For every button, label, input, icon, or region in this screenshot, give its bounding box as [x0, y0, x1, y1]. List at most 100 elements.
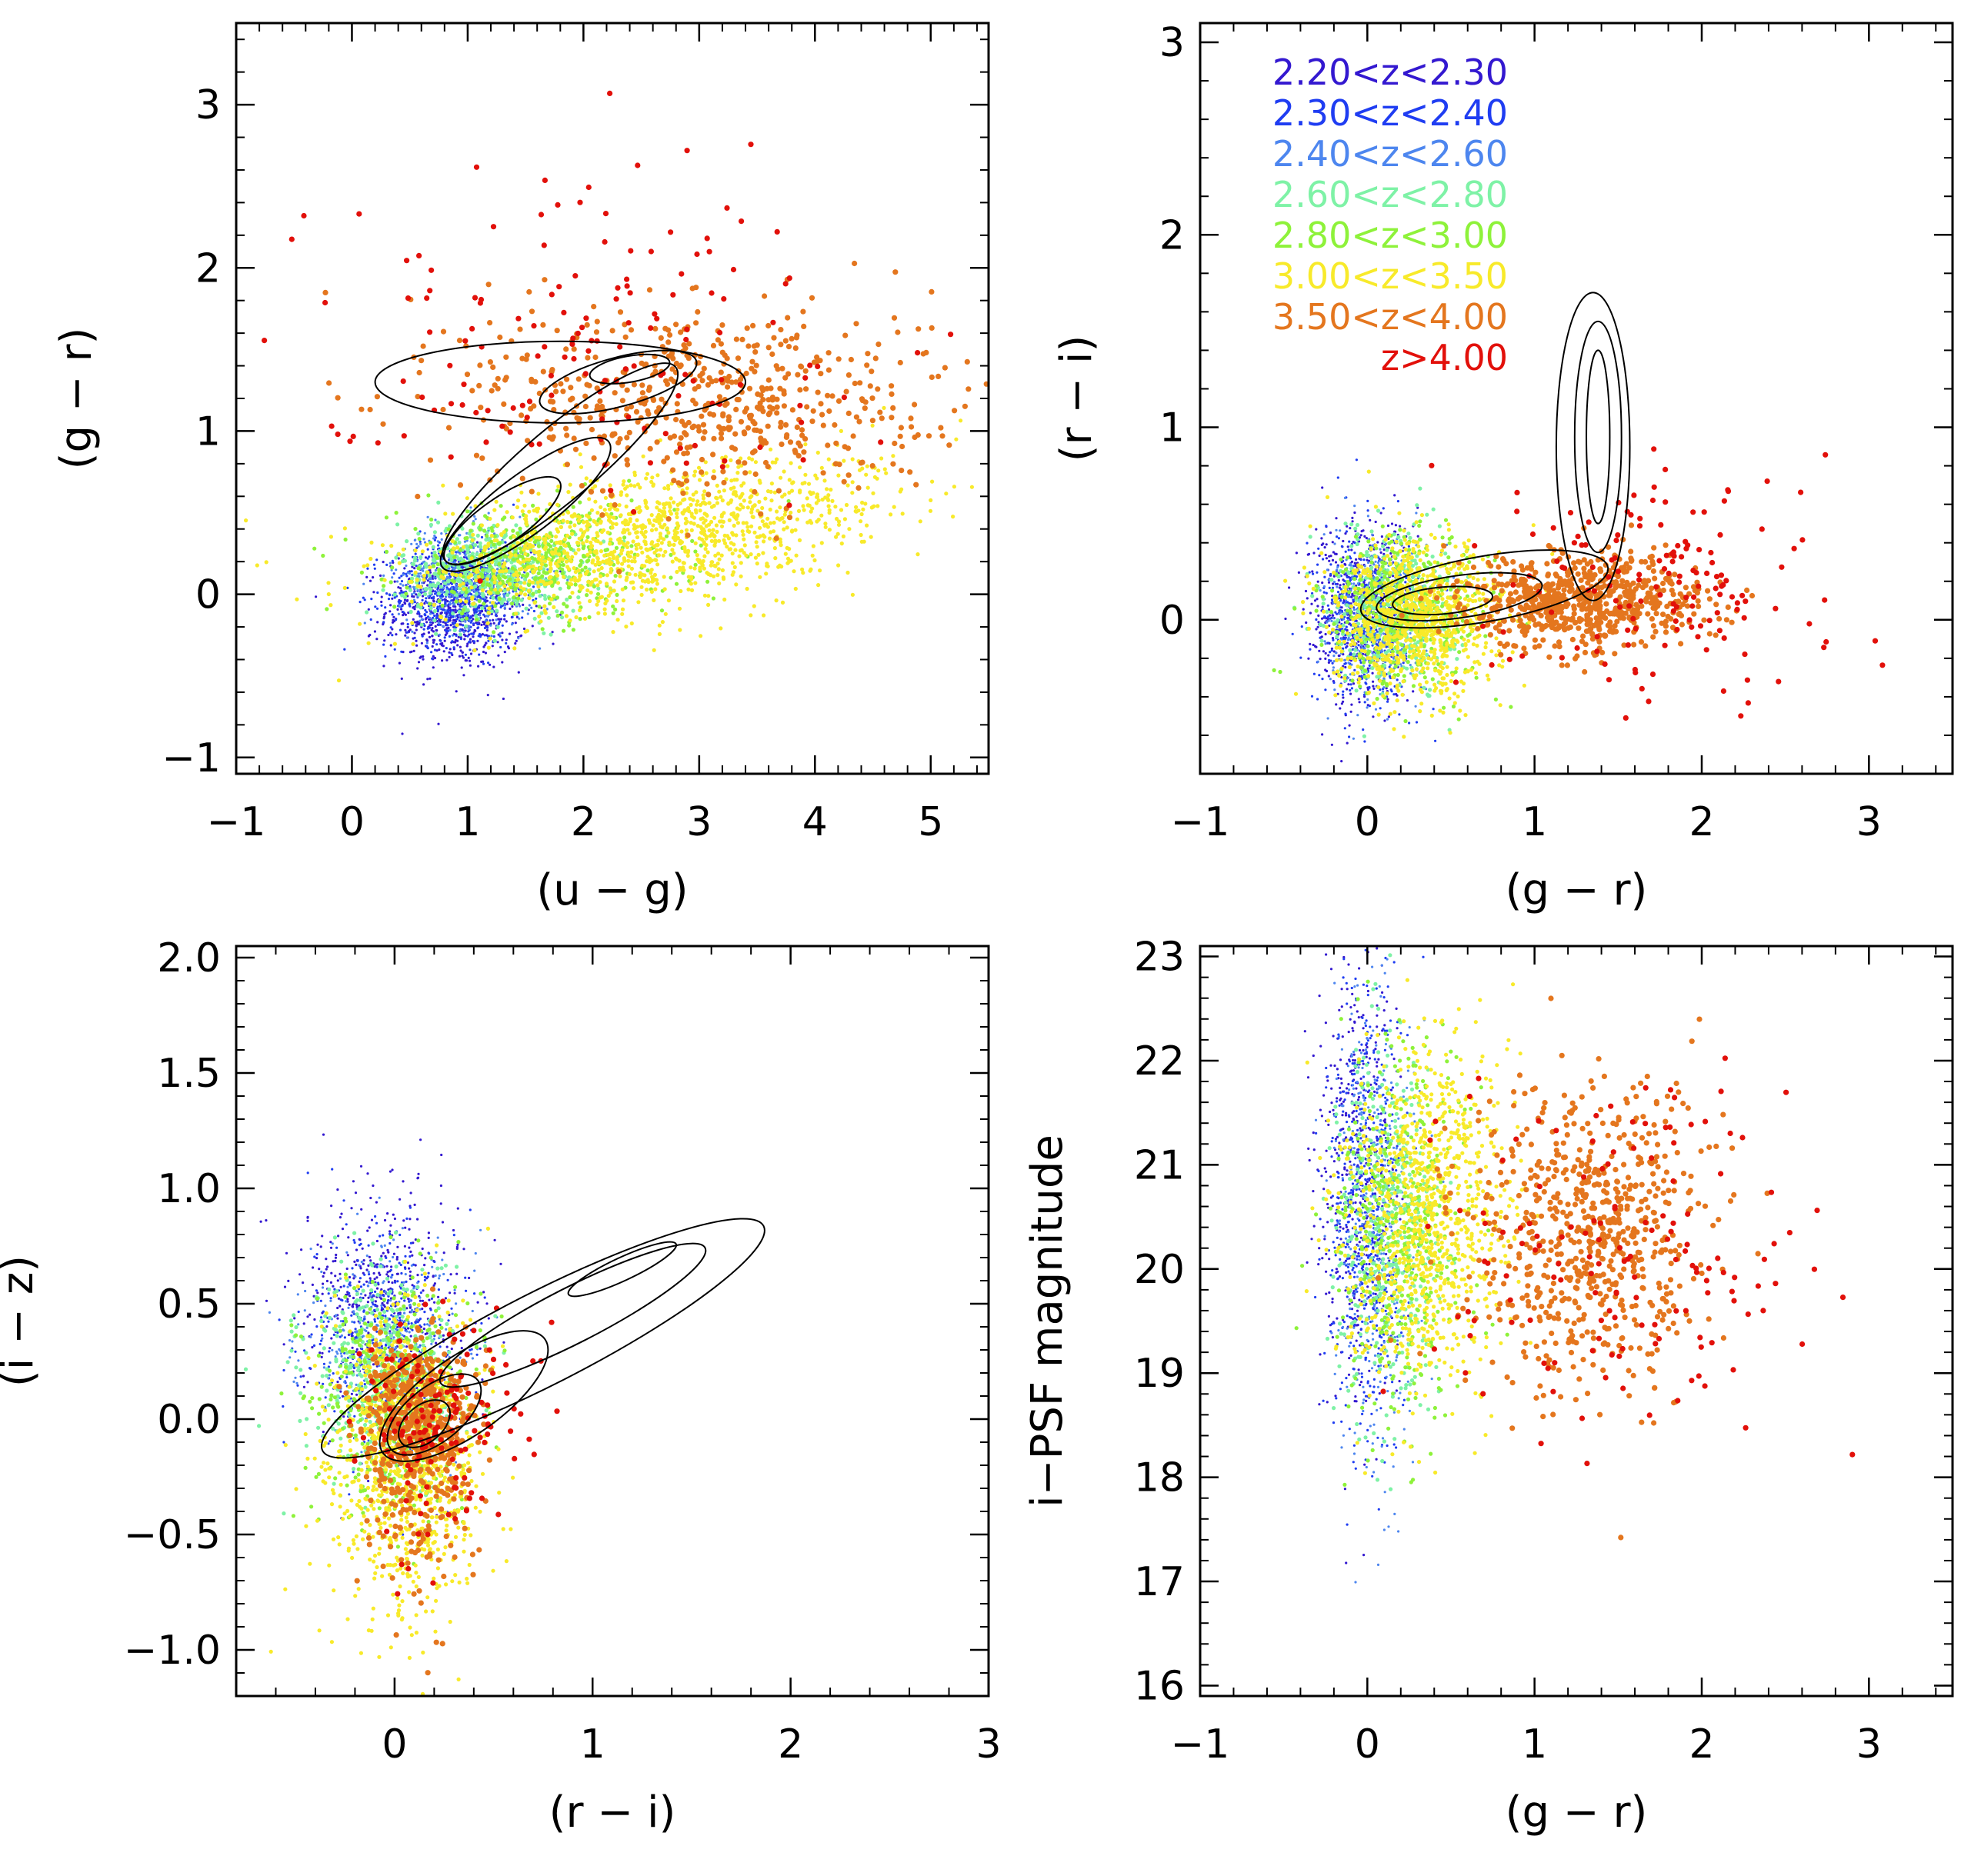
scatter-point [689, 502, 693, 508]
scatter-point [483, 439, 489, 445]
scatter-point [460, 618, 465, 622]
scatter-point [413, 548, 418, 553]
scatter-point [568, 618, 572, 623]
scatter-point [753, 362, 759, 368]
scatter-point [376, 621, 379, 624]
scatter-point [1321, 605, 1324, 608]
scatter-point [952, 485, 956, 489]
scatter-point [489, 619, 492, 622]
scatter-point [745, 525, 750, 529]
scatter-point [363, 598, 366, 601]
scatter-point [875, 504, 880, 508]
scatter-point [413, 601, 417, 604]
scatter-point [415, 565, 418, 568]
scatter-point [645, 505, 649, 511]
scatter-point [704, 524, 709, 528]
scatter-point [435, 629, 439, 632]
scatter-point [492, 382, 498, 388]
scatter-point [426, 493, 431, 498]
scatter-point [571, 435, 577, 442]
scatter-point [675, 392, 682, 399]
scatter-point [531, 625, 534, 628]
scatter-point [666, 531, 671, 535]
scatter-point [752, 488, 758, 495]
scatter-point [775, 457, 779, 462]
scatter-point [478, 527, 482, 532]
scatter-point [640, 563, 645, 568]
scatter-point [448, 655, 451, 658]
scatter-point [388, 593, 391, 596]
scatter-point [735, 397, 742, 403]
scatter-point [469, 664, 472, 667]
scatter-point [657, 508, 662, 513]
scatter-point [464, 599, 469, 604]
scatter-point [412, 606, 415, 609]
scatter-point [473, 584, 478, 589]
scatter-point [704, 543, 709, 548]
scatter-point [431, 545, 435, 549]
scatter-point [657, 521, 662, 525]
scatter-point [569, 520, 573, 525]
scatter-point [533, 577, 538, 581]
scatter-point [585, 528, 589, 532]
scatter-point [422, 683, 425, 686]
scatter-point [571, 346, 577, 352]
scatter-point [523, 592, 528, 597]
scatter-point [575, 514, 580, 519]
scatter-point [793, 586, 798, 591]
scatter-point [359, 406, 365, 412]
scatter-point [836, 473, 841, 478]
scatter-point [608, 562, 612, 567]
scatter-point [486, 611, 492, 615]
scatter-point [564, 432, 570, 438]
scatter-point [595, 591, 601, 596]
scatter-point [714, 523, 719, 528]
scatter-point [444, 600, 447, 604]
scatter-point [709, 563, 713, 568]
scatter-point [459, 629, 462, 632]
scatter-point [649, 513, 654, 518]
scatter-point [585, 593, 589, 598]
scatter-point [655, 505, 659, 510]
scatter-point [768, 507, 772, 512]
scatter-point [463, 536, 468, 541]
scatter-point [365, 610, 369, 615]
scatter-point [433, 576, 436, 579]
scatter-point [419, 540, 422, 543]
scatter-point [639, 360, 645, 366]
scatter-point [654, 527, 659, 531]
scatter-point [800, 308, 806, 315]
scatter-point [892, 440, 898, 447]
scatter-point [415, 542, 419, 546]
scatter-point [562, 537, 567, 541]
scatter-point [717, 489, 722, 494]
scatter-point [464, 372, 471, 378]
scatter-point [742, 551, 746, 555]
scatter-point [589, 508, 595, 512]
scatter-point [785, 545, 789, 551]
scatter-point [705, 401, 712, 407]
scatter-point [495, 618, 498, 621]
scatter-point [700, 435, 706, 442]
scatter-point [631, 539, 635, 544]
scatter-point [514, 611, 519, 616]
scatter-point [690, 538, 695, 544]
scatter-point [511, 615, 514, 618]
scatter-point [762, 539, 766, 544]
scatter-point [778, 424, 784, 430]
scatter-point [543, 596, 548, 601]
plot-frame [235, 22, 990, 775]
scatter-point [813, 473, 818, 478]
scatter-point [1321, 581, 1324, 585]
scatter-point [396, 580, 399, 583]
scatter-point [591, 455, 597, 462]
scatter-point [536, 491, 541, 496]
scatter-point [529, 376, 535, 382]
scatter-point [427, 573, 432, 578]
scatter-point [571, 355, 577, 362]
scatter-point [1349, 527, 1352, 530]
scatter-point [415, 628, 418, 631]
scatter-point [467, 602, 471, 605]
scatter-point [437, 544, 440, 547]
scatter-point [419, 572, 422, 575]
